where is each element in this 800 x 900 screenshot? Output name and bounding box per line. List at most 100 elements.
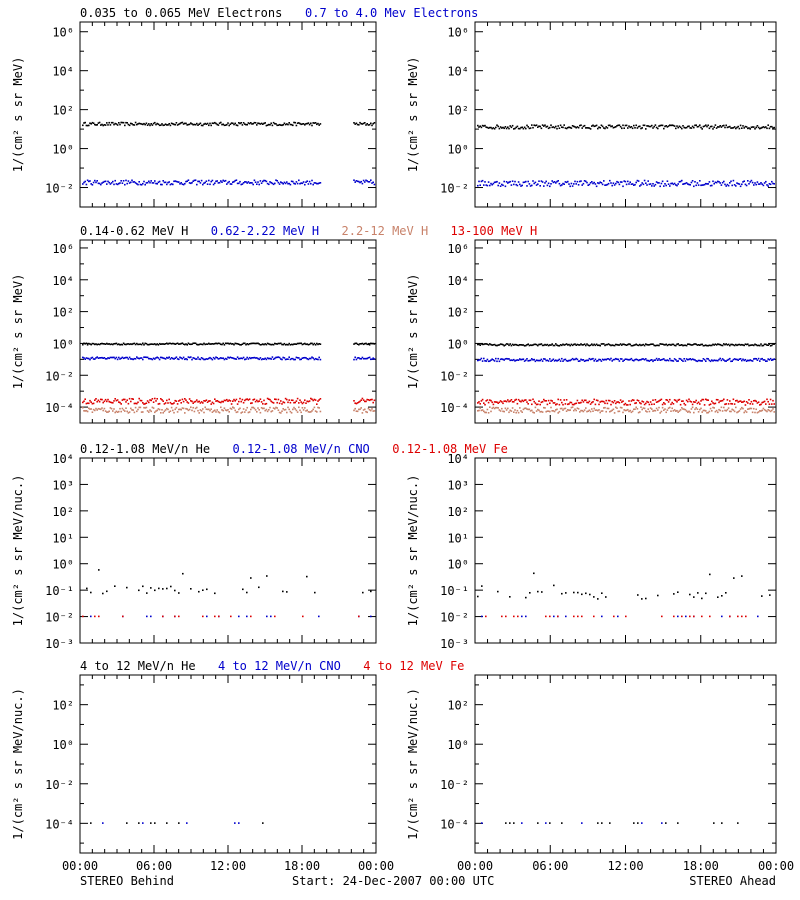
- data-point: [220, 180, 222, 182]
- data-point: [290, 399, 293, 401]
- data-point: [317, 122, 319, 125]
- data-point: [609, 822, 611, 824]
- data-point: [591, 343, 593, 345]
- data-point: [224, 399, 227, 402]
- data-point: [131, 123, 133, 125]
- data-point: [654, 124, 657, 126]
- data-point: [616, 343, 618, 346]
- data-point: [543, 125, 545, 127]
- data-point: [190, 588, 192, 590]
- data-point: [677, 591, 679, 593]
- data-point: [180, 122, 182, 124]
- data-point: [664, 125, 666, 128]
- data-point: [588, 344, 591, 347]
- data-point: [354, 407, 356, 410]
- data-point: [742, 181, 744, 183]
- data-point: [685, 126, 688, 129]
- data-point: [312, 357, 314, 359]
- data-point: [109, 401, 112, 403]
- data-point: [727, 126, 730, 128]
- data-point: [575, 357, 577, 360]
- data-point: [562, 403, 564, 406]
- data-point: [251, 182, 253, 184]
- data-point: [233, 407, 235, 409]
- data-point: [521, 358, 523, 361]
- data-point: [113, 183, 115, 186]
- data-point: [738, 410, 741, 412]
- data-point: [603, 359, 605, 361]
- data-point: [205, 408, 208, 410]
- data-point: [86, 344, 89, 346]
- data-point: [541, 344, 544, 347]
- data-point: [318, 399, 320, 401]
- data-point: [513, 822, 515, 824]
- data-point: [102, 343, 104, 345]
- data-point: [540, 401, 543, 404]
- data-point: [241, 343, 244, 345]
- data-point: [257, 342, 259, 345]
- data-point: [487, 127, 490, 129]
- data-point: [573, 343, 575, 346]
- data-point: [114, 342, 116, 345]
- data-point: [601, 358, 604, 361]
- data-point: [564, 127, 567, 129]
- data-point: [126, 822, 128, 824]
- data-point: [362, 343, 365, 346]
- data-point: [372, 410, 374, 412]
- data-point: [586, 127, 588, 129]
- data-point: [771, 125, 773, 128]
- data-point: [738, 343, 741, 346]
- data-point: [85, 357, 88, 359]
- data-point: [127, 402, 130, 405]
- data-point: [172, 409, 174, 412]
- data-point: [665, 822, 667, 824]
- data-point: [206, 408, 209, 411]
- data-point: [228, 399, 230, 401]
- data-point: [684, 404, 687, 406]
- data-point: [759, 183, 761, 185]
- data-point: [754, 357, 756, 360]
- data-point: [305, 402, 307, 404]
- data-point: [319, 398, 322, 400]
- data-point: [598, 126, 600, 128]
- data-point: [619, 181, 622, 183]
- data-point: [144, 402, 146, 405]
- data-point: [677, 615, 679, 618]
- data-point: [708, 181, 711, 183]
- data-point: [242, 342, 245, 345]
- data-point: [713, 182, 715, 185]
- data-point: [600, 124, 603, 127]
- data-point: [514, 360, 516, 362]
- data-point: [532, 398, 534, 401]
- data-point: [312, 122, 314, 124]
- data-point: [200, 357, 203, 359]
- data-point: [221, 343, 223, 346]
- data-point: [209, 409, 211, 412]
- data-point: [655, 126, 658, 129]
- data-point: [248, 122, 251, 125]
- data-point: [203, 342, 205, 345]
- data-point: [314, 591, 316, 594]
- data-point: [89, 399, 91, 402]
- data-point: [134, 121, 137, 124]
- data-point: [230, 408, 233, 410]
- data-point: [571, 357, 574, 360]
- data-point: [256, 124, 258, 126]
- data-point: [499, 400, 502, 402]
- data-point: [763, 343, 766, 346]
- data-point: [265, 124, 268, 127]
- data-point: [705, 592, 707, 595]
- data-point: [361, 356, 364, 359]
- data-point: [767, 344, 769, 346]
- data-point: [362, 357, 365, 360]
- data-point: [583, 180, 586, 182]
- data-point: [240, 357, 242, 359]
- data-point: [305, 357, 307, 359]
- data-point: [617, 124, 619, 127]
- data-point: [617, 181, 619, 184]
- data-point: [481, 409, 484, 411]
- data-point: [573, 409, 575, 412]
- data-point: [486, 343, 489, 345]
- data-point: [597, 598, 599, 600]
- y-tick-label: 10⁴: [52, 65, 74, 79]
